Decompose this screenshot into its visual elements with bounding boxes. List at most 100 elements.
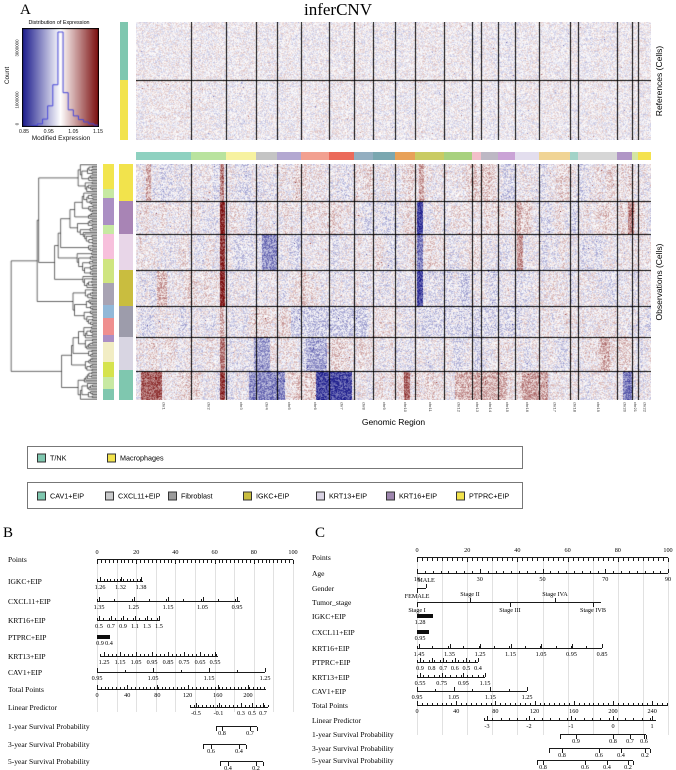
- axis-tick-label: 1.25: [521, 693, 533, 701]
- reference-group-segment: [120, 22, 128, 80]
- axis-tick-label: 0.95: [146, 658, 158, 666]
- axis-tick: [612, 558, 614, 561]
- axis-tick: [225, 704, 227, 707]
- axis-tick: [136, 578, 138, 581]
- nomogram-gridline: [617, 557, 619, 735]
- axis-tick: [591, 717, 593, 720]
- axis-tick: [263, 703, 264, 707]
- nomogram-row-label: Total Points: [312, 700, 348, 710]
- axis-tick: [622, 702, 624, 705]
- axis-tick: [532, 558, 534, 561]
- axis-tick: [100, 653, 101, 656]
- legend-item: CXCL11+EIP: [105, 491, 160, 500]
- cluster-segment: [103, 164, 114, 189]
- axis-tick: [558, 717, 560, 720]
- axis-tick-label: 20: [133, 549, 140, 556]
- axis-tick: [181, 669, 182, 672]
- axis-tick: [642, 558, 644, 561]
- axis-tick: [151, 617, 152, 620]
- axis-tick: [136, 560, 138, 564]
- axis-tick: [253, 560, 255, 564]
- legend-item: Fibroblast: [168, 491, 213, 500]
- axis-tick: [431, 658, 433, 662]
- axis-tick-label: 0.2: [641, 752, 649, 759]
- axis-tick-label: 0.95: [457, 679, 469, 687]
- nomogram-row-label: 5-year Survival Probability: [312, 755, 394, 765]
- axis-tick: [637, 702, 639, 705]
- axis-tick-label: 0.95: [414, 635, 426, 642]
- nomogram-axis-line: [97, 601, 240, 602]
- legend-label: PTPRC+EIP: [469, 491, 510, 500]
- chromosome-strip-segment: [538, 152, 571, 160]
- axis-tick: [630, 735, 631, 739]
- legend-swatch: [107, 453, 116, 462]
- axis-tick: [517, 717, 519, 720]
- axis-tick-label: 0: [415, 547, 419, 554]
- axis-tick: [456, 701, 458, 705]
- axis-tick: [289, 560, 291, 563]
- axis-tick: [628, 570, 630, 573]
- axis-tick: [549, 702, 551, 705]
- legend-item: Macrophages: [107, 453, 164, 462]
- cluster-segment: [103, 188, 114, 199]
- axis-tick: [452, 558, 454, 561]
- axis-tick: [248, 704, 250, 707]
- axis-tick: [209, 704, 211, 707]
- nomogram-row-label: CXCL11+EIP: [8, 596, 51, 606]
- nomogram-row-label: Linear Predictor: [312, 715, 361, 725]
- axis-tick-label: 200: [608, 707, 618, 715]
- axis-tick: [245, 686, 247, 689]
- axis-tick: [469, 659, 471, 662]
- genomic-region-tick: chr15: [504, 402, 510, 413]
- axis-tick: [135, 686, 136, 689]
- legend-label: Fibroblast: [181, 491, 213, 500]
- nomogram-row-label: IGKC+EIP: [8, 576, 42, 586]
- axis-tick-label: 1.15: [203, 674, 215, 682]
- axis-tick: [191, 560, 193, 563]
- axis-tick: [260, 686, 262, 689]
- axis-tick: [120, 577, 122, 581]
- axis-tick-label: 1.35: [444, 650, 455, 658]
- axis-tick: [543, 761, 544, 765]
- axis-tick: [527, 687, 528, 691]
- axis-tick-label: 90: [664, 575, 672, 583]
- axis-tick: [457, 558, 459, 561]
- axis-tick: [112, 560, 114, 563]
- genomic-region-tick: chr12: [456, 402, 462, 413]
- axis-tick-label: 0.6: [640, 738, 648, 745]
- axis-tick: [155, 560, 157, 563]
- nomogram-axis-line: [97, 672, 265, 673]
- axis-tick: [508, 688, 510, 691]
- axis-tick: [555, 598, 556, 602]
- axis-tick-label: 1.15: [505, 650, 516, 658]
- axis-tick-label: 0.5: [95, 622, 103, 630]
- axis-tick-label: 1.05: [147, 674, 159, 682]
- axis-tick: [187, 685, 189, 689]
- axis-tick: [567, 717, 568, 720]
- chromosome-strip-segment: [276, 152, 302, 160]
- nomogram-gridline: [234, 559, 236, 712]
- axis-tick-label: 0.5: [462, 664, 471, 672]
- axis-tick-label: -0.1: [213, 709, 224, 717]
- nomogram-row-label: 3-year Survival Probability: [312, 743, 394, 753]
- celltype-annotation-bar: [119, 164, 133, 400]
- axis-tick: [555, 645, 557, 648]
- axis-tick: [131, 686, 133, 689]
- axis-tick: [433, 674, 435, 677]
- genomic-region-tick: chr9: [381, 402, 387, 410]
- axis-tick: [417, 558, 418, 562]
- axis-tick: [196, 653, 197, 656]
- axis-tick: [608, 702, 610, 705]
- axis-tick: [583, 702, 585, 705]
- axis-tick: [517, 558, 519, 562]
- axis-tick-label: 120: [529, 707, 540, 715]
- axis-tick: [139, 617, 140, 620]
- axis-tick: [479, 569, 481, 573]
- axis-tick-label: 240: [647, 707, 657, 715]
- axis-tick: [432, 558, 434, 561]
- axis-tick: [237, 597, 238, 601]
- axis-tick: [200, 598, 202, 601]
- axis-tick: [526, 570, 528, 573]
- axis-tick: [164, 653, 165, 656]
- axis-tick: [97, 578, 98, 581]
